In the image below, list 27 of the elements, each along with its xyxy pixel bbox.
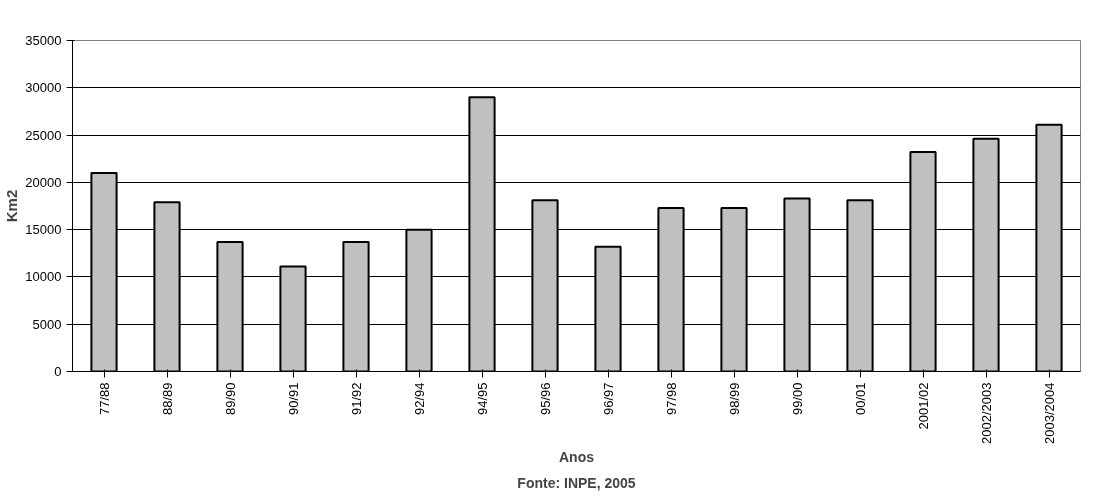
y-tick-label: 0 xyxy=(54,364,62,379)
x-tick-label: 94/95 xyxy=(474,382,490,416)
x-tick-label: 96/97 xyxy=(600,382,616,416)
x-tick-label: 95/96 xyxy=(537,382,553,416)
y-tick-label: 25000 xyxy=(25,127,62,143)
x-tick-label: 2001/02 xyxy=(915,382,931,430)
x-axis-title: Anos xyxy=(559,448,595,465)
y-axis-title: Km2 xyxy=(3,189,21,223)
x-tick-label: 89/90 xyxy=(222,382,238,416)
x-tick-label: 2002/2003 xyxy=(978,382,994,444)
x-tick-label: 92/94 xyxy=(411,382,427,416)
y-tick-label: 35000 xyxy=(25,33,62,48)
x-tick-label: 2003/2004 xyxy=(1041,382,1057,444)
y-tick-label: 20000 xyxy=(25,174,62,190)
y-tick-label: 10000 xyxy=(25,269,62,285)
y-tick-label: 5000 xyxy=(32,316,62,332)
x-tick-label: 88/89 xyxy=(159,382,175,416)
x-tick-label: 97/98 xyxy=(663,382,679,416)
x-tick-label: 00/01 xyxy=(852,382,868,416)
y-tick-label: 30000 xyxy=(25,80,62,96)
source-note: Fonte: INPE, 2005 xyxy=(517,474,636,491)
x-tick-label: 90/91 xyxy=(285,382,301,416)
x-tick-label: 98/99 xyxy=(726,382,742,416)
x-tick-label: 91/92 xyxy=(348,382,364,416)
x-tick-label: 77/88 xyxy=(96,382,112,416)
y-tick-label: 15000 xyxy=(25,222,62,238)
x-tick-label: 99/00 xyxy=(789,382,805,416)
